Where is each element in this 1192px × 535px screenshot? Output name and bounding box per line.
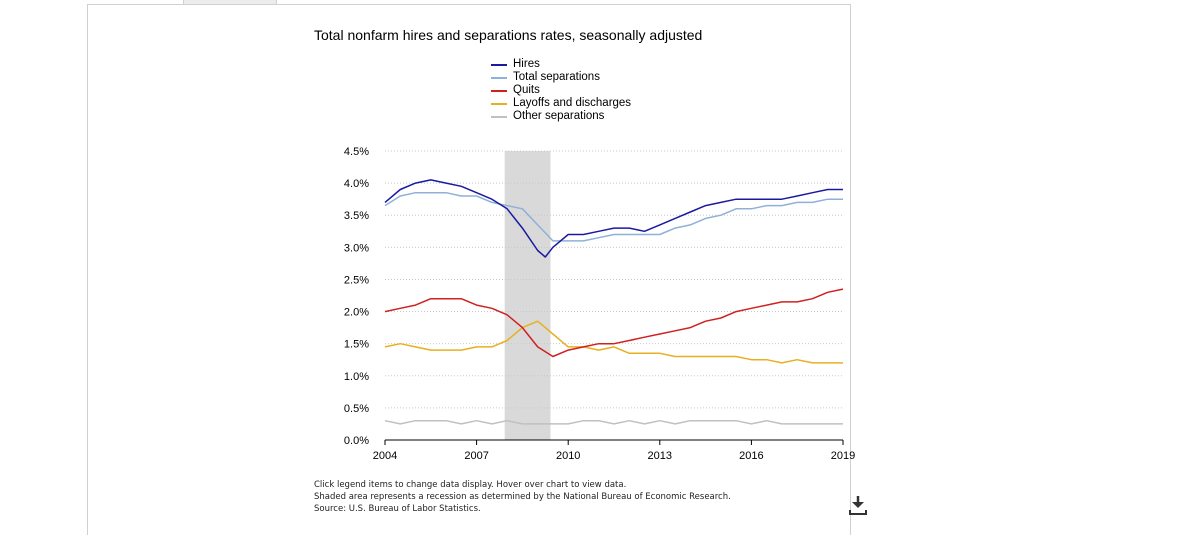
recession-shade bbox=[504, 151, 551, 440]
x-tick-label: 2004 bbox=[373, 450, 397, 462]
legend-label: Layoffs and discharges bbox=[513, 97, 632, 109]
note-line: Click legend items to change data displa… bbox=[314, 480, 627, 490]
series-line-hires bbox=[384, 179, 843, 258]
legend-item-hires[interactable]: Hires bbox=[491, 58, 631, 71]
legend-label: Other separations bbox=[513, 110, 605, 122]
y-tick-label: 1.0% bbox=[344, 371, 369, 383]
legend-item-quits[interactable]: Quits bbox=[491, 84, 631, 97]
y-tick-label: 3.5% bbox=[344, 210, 369, 222]
legend-swatch bbox=[491, 102, 507, 105]
chart-title: Total nonfarm hires and separations rate… bbox=[314, 27, 703, 43]
y-tick-label: 2.5% bbox=[344, 274, 369, 286]
download-icon[interactable] bbox=[848, 494, 868, 516]
legend-label: Hires bbox=[513, 58, 540, 70]
legend: Hires Total separations Quits Layoffs an… bbox=[491, 58, 631, 123]
legend-item-total-separations[interactable]: Total separations bbox=[491, 71, 631, 84]
chart-notes: Click legend items to change data displa… bbox=[314, 479, 731, 515]
tab-stub[interactable] bbox=[183, 0, 277, 5]
y-tick-label: 2.0% bbox=[344, 307, 369, 319]
legend-swatch bbox=[491, 63, 507, 66]
y-tick-label: 0.5% bbox=[344, 403, 369, 415]
x-tick-label: 2010 bbox=[556, 450, 580, 462]
note-line: Source: U.S. Bureau of Labor Statistics. bbox=[314, 504, 481, 514]
legend-swatch bbox=[491, 76, 507, 79]
y-tick-label: 1.5% bbox=[344, 339, 369, 351]
series-line-layoffs-and-discharges bbox=[384, 320, 843, 364]
x-tick-label: 2016 bbox=[739, 450, 763, 462]
legend-swatch bbox=[491, 115, 507, 118]
x-tick-label: 2007 bbox=[464, 450, 488, 462]
legend-item-other-separations[interactable]: Other separations bbox=[491, 110, 631, 123]
series-line-total-separations bbox=[384, 191, 843, 242]
line-chart[interactable]: 0.0% 0.5% 1.0% 1.5% 2.0% 2.5% 3.0% 3.5% 4.0% 4.5%… bbox=[0, 0, 1192, 520]
series-line-other-separations bbox=[384, 419, 843, 425]
note-line: Shaded area represents a recession as de… bbox=[314, 492, 731, 502]
legend-label: Quits bbox=[513, 84, 540, 96]
y-tick-label: 4.5% bbox=[344, 146, 369, 158]
y-tick-label: 0.0% bbox=[344, 435, 369, 447]
y-tick-label: 4.0% bbox=[344, 178, 369, 190]
x-tick-label: 2019 bbox=[831, 450, 855, 462]
legend-item-layoffs[interactable]: Layoffs and discharges bbox=[491, 97, 631, 110]
legend-label: Total separations bbox=[513, 71, 600, 83]
chart-container bbox=[87, 4, 851, 535]
series-line-quits bbox=[384, 288, 844, 358]
x-tick-label: 2013 bbox=[648, 450, 672, 462]
y-tick-label: 3.0% bbox=[344, 242, 369, 254]
legend-swatch bbox=[491, 89, 507, 92]
